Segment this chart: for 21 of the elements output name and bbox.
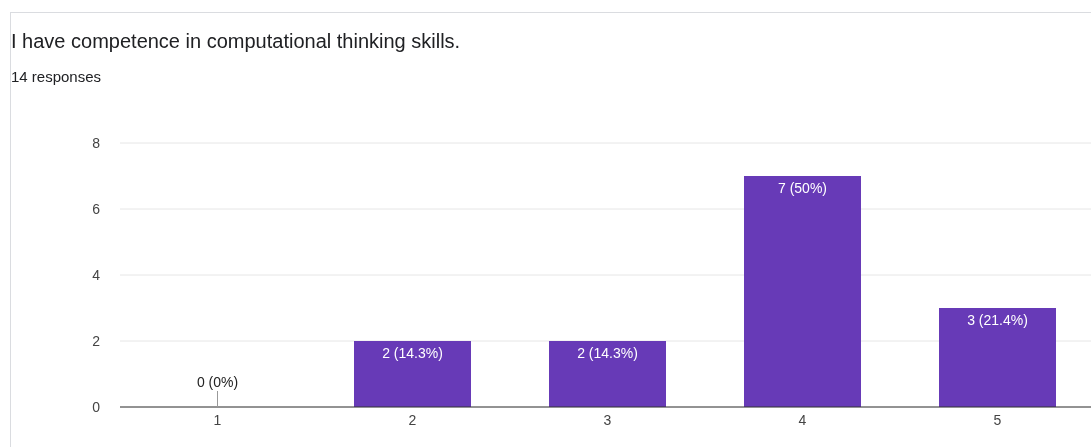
data-label: 3 (21.4%) (967, 312, 1028, 328)
data-label: 7 (50%) (777, 180, 828, 196)
y-tick-label: 2 (92, 332, 101, 349)
bar (939, 308, 1056, 407)
x-tick-label: 1 (213, 411, 222, 428)
bar (354, 341, 471, 407)
x-tick-label: 2 (408, 411, 417, 428)
chart-title: I have competence in computational thinking skills. (11, 30, 461, 53)
x-tick-label: 4 (798, 411, 807, 428)
data-label: 0 (0%) (196, 374, 239, 390)
y-tick-label: 6 (92, 200, 101, 217)
x-tick-label: 5 (993, 411, 1002, 428)
data-label: 2 (14.3%) (577, 345, 638, 361)
bar (549, 341, 666, 407)
bar (744, 176, 861, 407)
x-tick-label: 3 (603, 411, 612, 428)
y-tick-label: 8 (92, 134, 101, 151)
chart-subtitle: 14 responses (11, 68, 102, 85)
y-tick-label: 4 (92, 266, 101, 283)
data-label: 2 (14.3%) (382, 345, 443, 361)
y-tick-label: 0 (92, 398, 101, 415)
